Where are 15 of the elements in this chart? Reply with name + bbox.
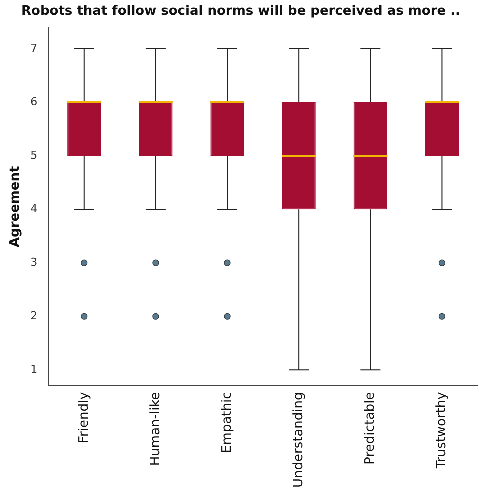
y-tick-label: 2 bbox=[30, 309, 38, 322]
x-tick-label: Trustworthy bbox=[434, 392, 450, 470]
x-tick-label: Friendly bbox=[76, 392, 92, 444]
y-tick-label: 6 bbox=[30, 95, 38, 108]
y-tick-label: 3 bbox=[30, 256, 38, 269]
x-tick-label: Human-like bbox=[148, 392, 164, 466]
y-tick-label: 1 bbox=[30, 363, 38, 376]
y-axis-title: Agreement bbox=[8, 166, 24, 248]
x-tick-label: Understanding bbox=[291, 392, 306, 488]
y-tick-label: 4 bbox=[30, 202, 38, 216]
y-tick-label: 7 bbox=[30, 42, 38, 55]
chart-title: Robots that follow social norms will be perceived as more .. bbox=[22, 4, 460, 20]
y-tick-label: 5 bbox=[30, 148, 38, 162]
x-tick-label: Predictable bbox=[363, 392, 378, 465]
x-tick-label: Empathic bbox=[220, 392, 235, 454]
